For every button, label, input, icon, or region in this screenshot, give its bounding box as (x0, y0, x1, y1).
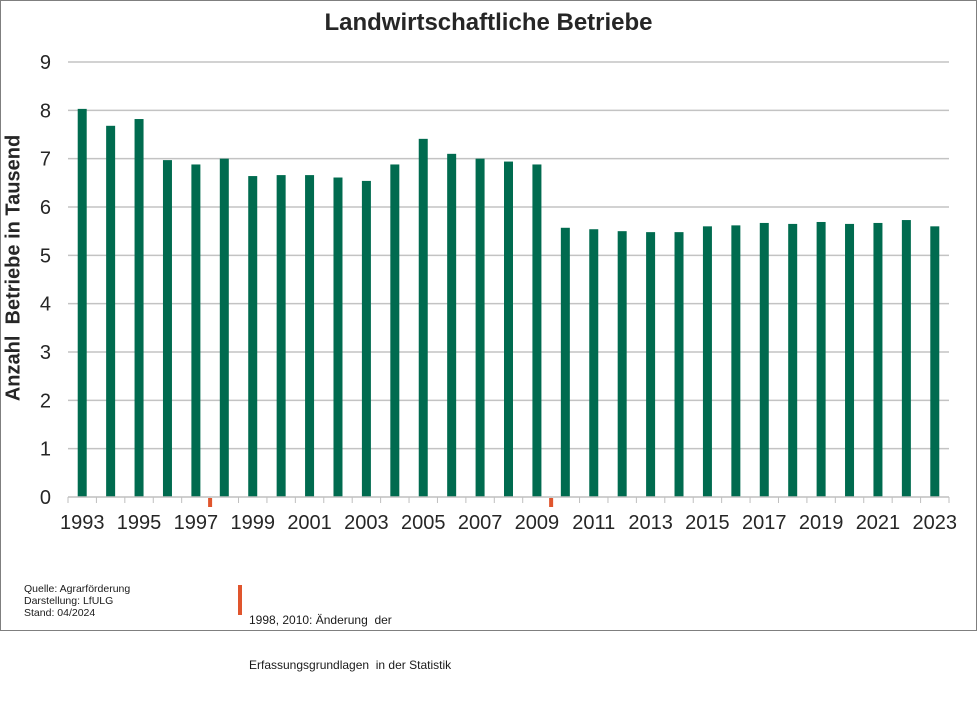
bar (447, 153, 457, 498)
y-tick-label: 0 (40, 487, 51, 509)
x-tick-label: 2023 (913, 512, 958, 534)
bar (134, 119, 144, 498)
x-tick-label: 2009 (515, 512, 560, 534)
note-line: 1998, 2010: Änderung der (249, 613, 392, 627)
bar (418, 138, 428, 497)
y-tick-label: 3 (40, 342, 51, 364)
bar (504, 161, 513, 498)
x-tick-label: 2013 (628, 512, 673, 534)
y-tick-label: 1 (40, 439, 51, 461)
methodology-change-marker (549, 498, 554, 507)
chart-title: Landwirtschaftliche Betriebe (324, 9, 653, 36)
x-tick-label: 2005 (401, 512, 446, 534)
x-tick-label: 2019 (799, 512, 844, 534)
x-tick-label: 2007 (458, 512, 503, 534)
source-info: Quelle: Agrarförderung Darstellung: LfUL… (24, 583, 130, 619)
bar (248, 176, 258, 498)
bar (702, 226, 712, 498)
y-tick-label: 8 (40, 100, 51, 122)
x-tick-label: 2015 (685, 512, 730, 534)
bar (276, 175, 286, 497)
bar (589, 229, 599, 497)
source-line: Quelle: Agrarförderung (24, 583, 131, 595)
x-tick-label: 1997 (174, 512, 219, 534)
date-line: Stand: 04/2024 (24, 607, 96, 619)
bar (333, 177, 343, 497)
y-tick-label: 2 (40, 390, 51, 412)
bar (305, 175, 315, 497)
y-tick-label: 5 (40, 245, 51, 267)
x-tick-label: 2003 (344, 512, 389, 534)
bar (617, 231, 627, 497)
y-tick-label: 9 (40, 52, 51, 74)
bar (646, 232, 656, 497)
bar (930, 226, 940, 498)
bar (873, 222, 883, 497)
credit-line: Darstellung: LfULG (24, 595, 114, 607)
x-tick-label: 1993 (60, 512, 105, 534)
bar (845, 223, 855, 497)
note-marker-swatch (238, 585, 242, 615)
bar (191, 164, 201, 497)
x-tick-label: 2017 (742, 512, 787, 534)
bar (532, 164, 542, 497)
x-tick-label: 1995 (117, 512, 162, 534)
bar (816, 221, 826, 497)
bar (901, 220, 911, 498)
bar (162, 160, 172, 497)
bar (560, 227, 570, 498)
chart-frame (0, 0, 977, 631)
x-tick-label: 1999 (230, 512, 275, 534)
note-text: 1998, 2010: Änderung der Erfassungsgrund… (249, 583, 451, 703)
bar (77, 108, 87, 497)
x-tick-label: 2001 (287, 512, 332, 534)
y-tick-label: 4 (40, 294, 51, 316)
bar (759, 222, 769, 497)
y-tick-label: 7 (40, 149, 51, 171)
bar (361, 180, 371, 497)
methodology-change-marker (208, 498, 213, 507)
bar (731, 225, 741, 497)
bar (106, 125, 116, 498)
x-tick-label: 2011 (572, 512, 615, 534)
bar (219, 158, 229, 497)
bar (475, 158, 485, 497)
x-tick-label: 2021 (856, 512, 901, 534)
y-tick-label: 6 (40, 197, 51, 219)
bar-chart: 0 1 2 3 4 5 6 7 8 9 1993 1995 1997 1999 2001 2003 2005 20… (40, 52, 958, 534)
bar (674, 232, 684, 497)
bar (788, 223, 798, 497)
bar (390, 164, 400, 497)
note-line: Erfassungsgrundlagen in der Statistik (249, 658, 452, 672)
